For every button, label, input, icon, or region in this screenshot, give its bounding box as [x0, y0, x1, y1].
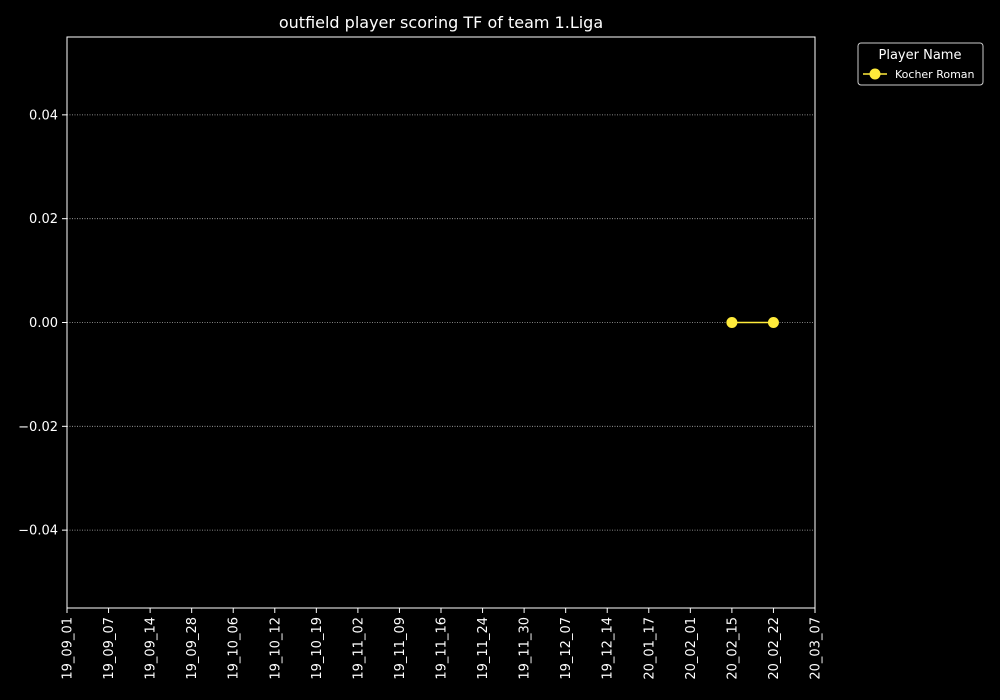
x-tick-label: 19_09_28: [185, 617, 200, 680]
x-tick-label: 20_02_22: [767, 617, 782, 680]
x-tick-label: 19_11_30: [518, 617, 533, 680]
legend-title: Player Name: [879, 48, 962, 63]
data-point: [726, 317, 738, 328]
x-tick-label: 19_11_16: [435, 617, 450, 680]
x-tick-label: 20_02_15: [725, 617, 740, 680]
series-layer: [726, 317, 779, 328]
x-tick-label: 20_03_07: [809, 617, 824, 680]
legend-entries: Kocher Roman: [863, 68, 975, 81]
legend-box: [857, 42, 984, 86]
x-tick-label: 19_10_19: [310, 617, 325, 680]
y-axis: −0.04 −0.02 0.00 0.02 0.04: [18, 108, 67, 539]
y-tick-label: 0.02: [29, 212, 58, 227]
grid-lines: [67, 114, 815, 531]
x-tick-label: 19_09_14: [144, 617, 159, 680]
x-tick-label: 19_11_02: [351, 617, 366, 680]
x-tick-label: 19_10_06: [227, 617, 242, 680]
x-tick-label: 20_02_01: [684, 617, 699, 680]
x-tick-label: 19_10_12: [268, 617, 283, 680]
chart-title: outfield player scoring TF of team 1.Lig…: [279, 13, 603, 32]
x-tick-label: 19_09_07: [102, 617, 117, 680]
y-tick-label: −0.02: [18, 420, 58, 435]
x-tick-label: 20_01_17: [642, 617, 657, 680]
data-point: [767, 317, 779, 328]
x-tick-label: 19_11_24: [476, 617, 491, 680]
legend: Player Name Kocher Roman: [857, 42, 984, 86]
legend-label: Kocher Roman: [895, 68, 975, 81]
y-tick-label: −0.04: [18, 524, 58, 539]
x-tick-label: 19_09_01: [61, 617, 76, 680]
x-tick-label: 19_12_07: [559, 617, 574, 680]
x-tick-label: 19_11_09: [393, 617, 408, 680]
y-tick-label: 0.04: [29, 108, 58, 123]
x-tick-label: 19_12_14: [601, 617, 616, 680]
legend-marker: [869, 68, 881, 80]
y-tick-label: 0.00: [29, 316, 58, 331]
x-axis: 19_09_01 19_09_07 19_09_14 19_09_28 19_10_06…: [61, 608, 824, 680]
